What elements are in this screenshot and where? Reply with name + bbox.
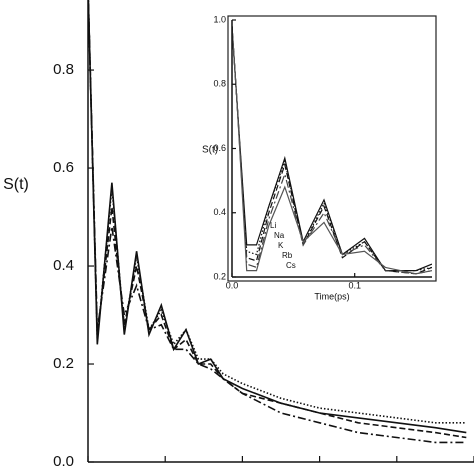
y-tick-label: 0.4 [213, 207, 226, 217]
series-line [88, 0, 467, 434]
y-axis-label: S(t) [202, 145, 218, 156]
y-tick-label: 0.4 [53, 257, 74, 274]
x-tick-label: 0.5 [464, 471, 474, 474]
y-axis-label: S(t) [3, 176, 29, 193]
y-tick-label: 0.2 [213, 271, 226, 281]
series-line [232, 26, 432, 275]
y-tick-label: 1.0 [213, 14, 226, 24]
inset-background [227, 15, 437, 282]
y-tick-label: 0.6 [53, 159, 74, 176]
series-line [232, 26, 432, 275]
legend-label: Li [270, 221, 276, 230]
main-chart: 0.00.20.40.60.80.00.10.20.30.40.5S(t) [3, 0, 474, 474]
y-tick-label: 0.8 [213, 79, 226, 89]
x-tick-label: 0.0 [78, 471, 99, 474]
x-axis-label: Time(ps) [314, 291, 349, 301]
legend-label: K [278, 241, 284, 250]
x-tick-label: 0.0 [226, 280, 239, 290]
x-tick-label: 0.1 [348, 280, 361, 290]
x-tick-label: 0.3 [309, 471, 330, 474]
legend-label: Na [274, 231, 285, 240]
y-tick-label: 0.2 [53, 355, 74, 372]
inset-chart: 0.2 0.4 0.6 0.8 1.0 0.0 0.1 S(t) Time(ps) LiNaKRb… [202, 14, 437, 301]
legend-label: Rb [282, 251, 293, 260]
x-tick-label: 0.4 [386, 471, 407, 474]
y-tick-label: 0.6 [213, 143, 226, 153]
series-line [88, 0, 467, 424]
legend-label: Cs [286, 261, 296, 270]
series-line [88, 0, 467, 439]
x-tick-label: 0.2 [232, 471, 253, 474]
y-tick-label: 0.8 [53, 61, 74, 78]
y-tick-label: 0.0 [53, 453, 74, 470]
x-tick-label: 0.1 [155, 471, 176, 474]
